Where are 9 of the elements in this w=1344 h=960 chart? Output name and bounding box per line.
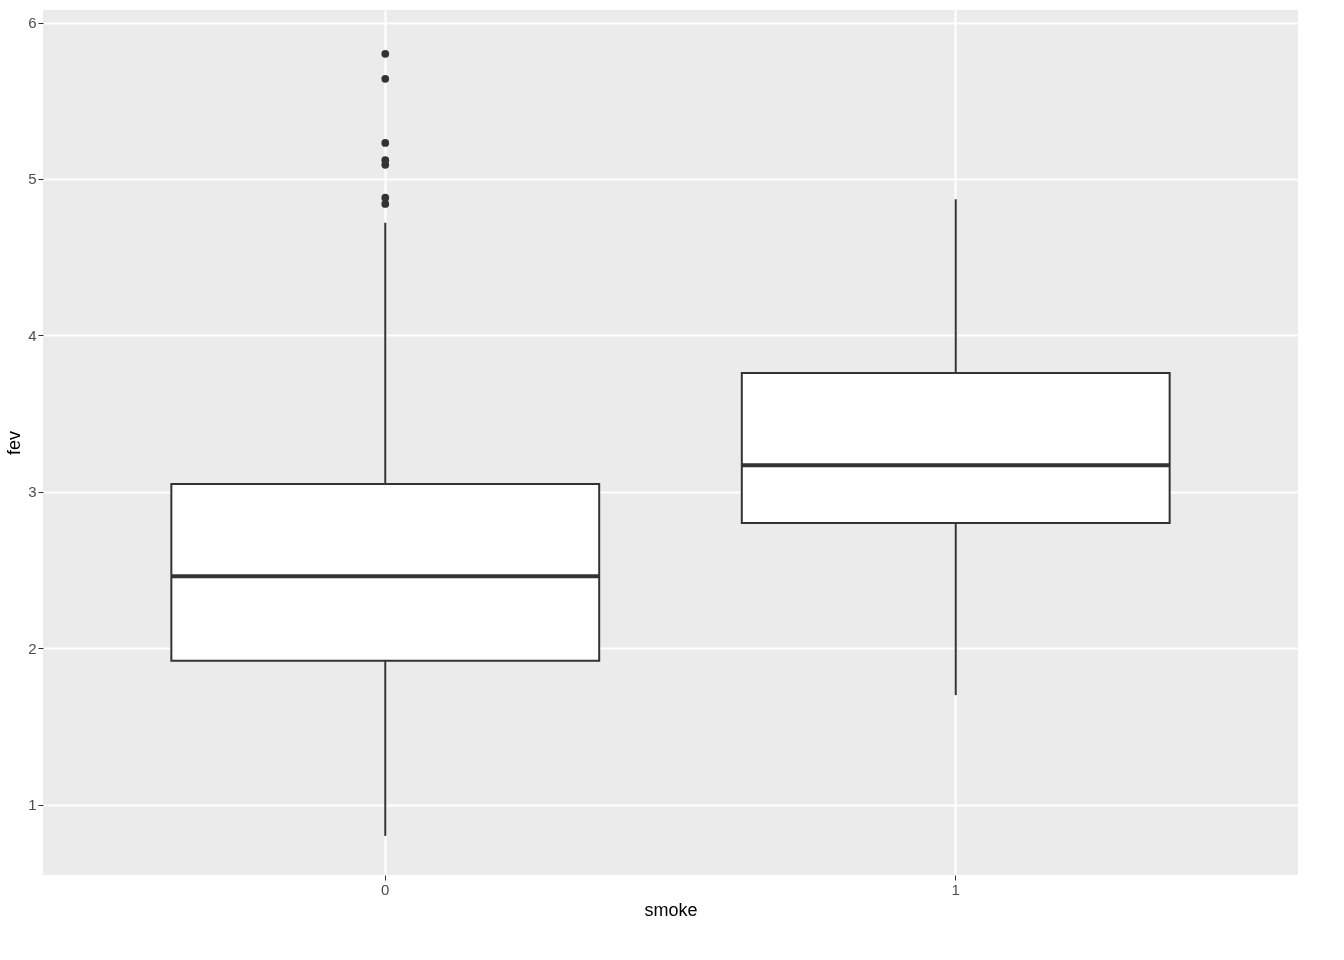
y-tick-label: 6 bbox=[28, 14, 37, 32]
y-axis-title: fev bbox=[4, 430, 25, 456]
x-axis-title: smoke bbox=[644, 899, 698, 920]
y-tick-label: 5 bbox=[28, 170, 37, 188]
y-tick-label: 1 bbox=[28, 796, 37, 814]
y-tick-label: 2 bbox=[28, 639, 37, 657]
x-tick-label: 0 bbox=[381, 880, 390, 898]
y-tick-label: 3 bbox=[28, 483, 37, 501]
y-tick-label: 4 bbox=[28, 326, 37, 344]
